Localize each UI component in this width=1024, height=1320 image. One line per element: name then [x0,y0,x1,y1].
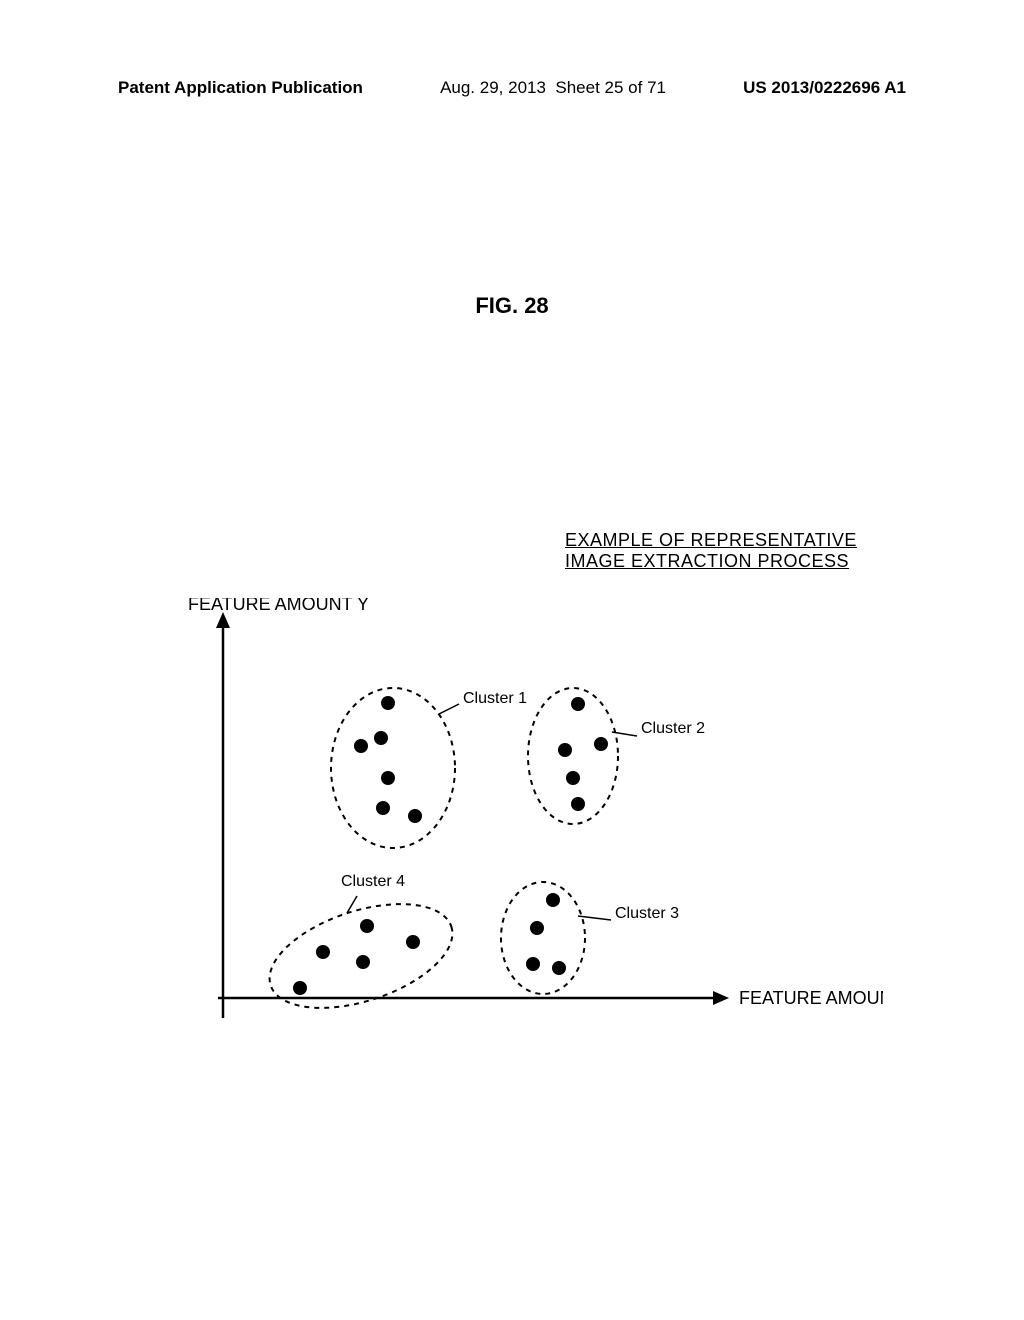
cluster-4-label: Cluster 4 [341,873,405,890]
cluster-scatter-chart: FEATURE AMOUNT Y FEATURE AMOUNT X Cluster … [183,598,883,1038]
cluster-2-point [558,743,572,757]
cluster-3-point [552,961,566,975]
cluster-4-point [316,945,330,959]
x-axis-arrow [713,991,729,1005]
y-axis-arrow [216,612,230,628]
cluster-1-point [374,731,388,745]
cluster-3-point [546,893,560,907]
y-axis-label: FEATURE AMOUNT Y [188,598,369,614]
x-axis-label: FEATURE AMOUNT X [739,988,883,1008]
cluster-2-label: Cluster 2 [641,720,705,737]
cluster-4-leader [347,896,357,913]
cluster-4-point [360,919,374,933]
cluster-1-point [376,801,390,815]
cluster-3-label: Cluster 3 [615,905,679,922]
pub-date-sheet: Aug. 29, 2013 Sheet 25 of 71 [440,78,666,98]
cluster-4-point [406,935,420,949]
caption-line-1: EXAMPLE OF REPRESENTATIVE [565,530,857,551]
caption-line-2: IMAGE EXTRACTION PROCESS [565,551,857,572]
page-header: Patent Application Publication Aug. 29, … [118,78,906,98]
cluster-3-point [526,957,540,971]
cluster-4-point [356,955,370,969]
cluster-2-point [571,697,585,711]
cluster-3-boundary [501,882,585,994]
cluster-1-point [381,696,395,710]
sheet-number: Sheet 25 of 71 [555,78,666,97]
pub-date: Aug. 29, 2013 [440,78,546,97]
pub-number: US 2013/0222696 A1 [743,78,906,98]
figure-title: FIG. 28 [0,293,1024,319]
pub-type: Patent Application Publication [118,78,363,98]
cluster-1-point [408,809,422,823]
cluster-1-leader [439,704,459,714]
cluster-1-point [354,739,368,753]
cluster-1-label: Cluster 1 [463,690,527,707]
figure-caption: EXAMPLE OF REPRESENTATIVE IMAGE EXTRACTI… [565,530,857,572]
cluster-2-point [594,737,608,751]
cluster-4-point [293,981,307,995]
cluster-2-point [571,797,585,811]
cluster-3-point [530,921,544,935]
cluster-1-boundary [331,688,455,848]
cluster-2-point [566,771,580,785]
cluster-2-leader [612,732,637,736]
cluster-1-point [381,771,395,785]
